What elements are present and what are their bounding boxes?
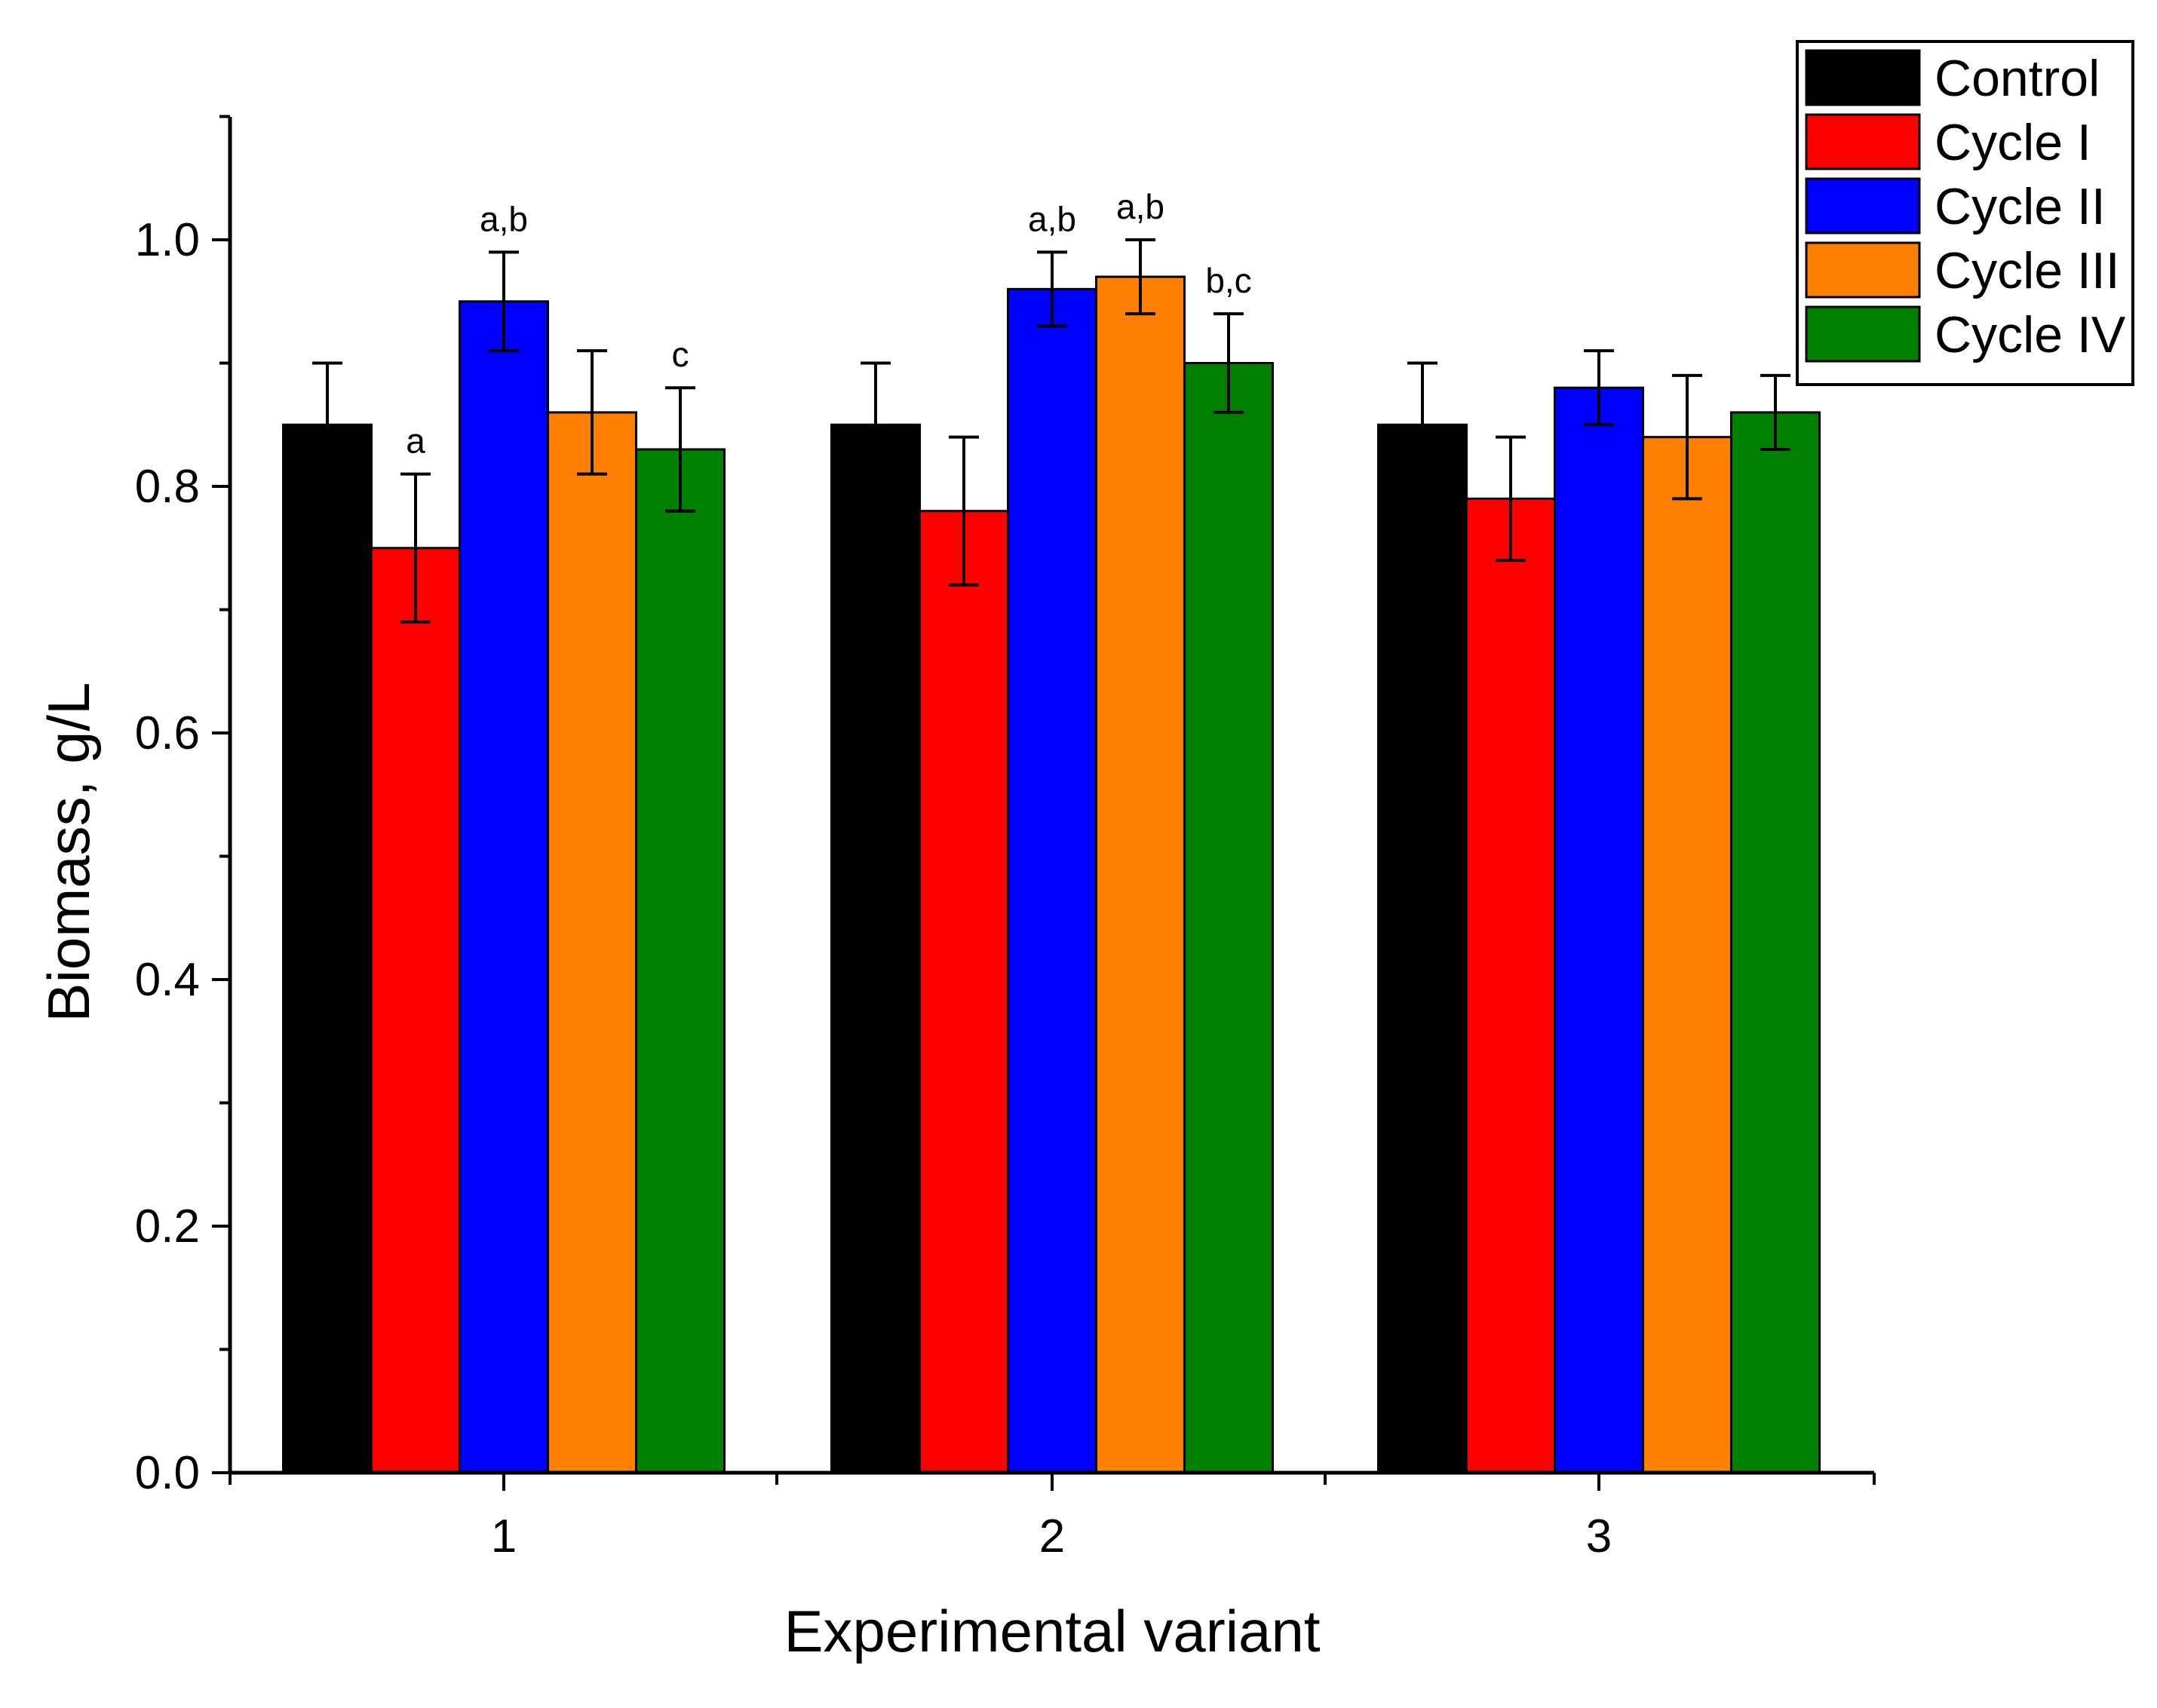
bar-1-group-3 [1377, 423, 1468, 1474]
bar-4-group-2 [1095, 275, 1186, 1474]
legend-label: Control [1935, 50, 2100, 107]
y-tick-label: 0.0 [135, 1447, 200, 1499]
significance-label: a [406, 422, 425, 461]
bar-3-group-1 [459, 300, 549, 1474]
bar-5-group-2 [1183, 362, 1274, 1474]
significance-label: a,b [480, 199, 528, 238]
x-axis-title: Experimental variant [784, 1598, 1321, 1664]
y-tick-label: 0.4 [135, 954, 200, 1006]
significance-label: c [672, 335, 689, 374]
legend-swatch-2 [1805, 113, 1921, 170]
axes: 0.0 0.2 0.4 0.6 0.8 1.0 1 2 3 [135, 115, 1876, 1562]
significance-label: a,b [1028, 199, 1076, 238]
y-tick-label: 1.0 [135, 214, 200, 266]
legend-swatch-4 [1805, 241, 1921, 299]
legend-swatch-5 [1805, 305, 1921, 363]
y-tick-label: 0.2 [135, 1201, 200, 1253]
legend: Control Cycle I Cycle II Cycle III Cycle IV [1796, 40, 2134, 386]
x-tick-label: 1 [491, 1510, 517, 1562]
bar-4-group-1 [547, 411, 637, 1474]
significance-label: a,b [1116, 187, 1164, 226]
bar-1-group-2 [830, 423, 921, 1474]
bar-2-group-1 [370, 547, 461, 1474]
y-tick-label: 0.6 [135, 707, 200, 759]
bar-3-group-3 [1554, 386, 1644, 1474]
significance-label: b,c [1205, 261, 1251, 300]
legend-label: Cycle III [1935, 242, 2120, 299]
bar-3-group-2 [1007, 287, 1097, 1474]
legend-swatch-1 [1805, 49, 1921, 106]
plot-area: a a,b c a,b a,b b,c [282, 187, 1821, 1474]
bar-5-group-1 [635, 448, 726, 1474]
legend-label: Cycle IV [1935, 306, 2126, 363]
bar-1-group-1 [282, 423, 373, 1474]
y-axis-title: Biomass, g/L [35, 682, 102, 1023]
y-tick-label: 0.8 [135, 461, 200, 513]
bar-2-group-3 [1465, 497, 1556, 1474]
legend-label: Cycle I [1935, 114, 2091, 171]
x-tick-label: 3 [1586, 1510, 1612, 1562]
x-tick-label: 2 [1039, 1510, 1065, 1562]
legend-label: Cycle II [1935, 178, 2106, 235]
bar-4-group-3 [1642, 436, 1732, 1474]
legend-swatch-3 [1805, 177, 1921, 235]
bar-5-group-3 [1730, 411, 1821, 1474]
bar-2-group-2 [919, 510, 1009, 1474]
